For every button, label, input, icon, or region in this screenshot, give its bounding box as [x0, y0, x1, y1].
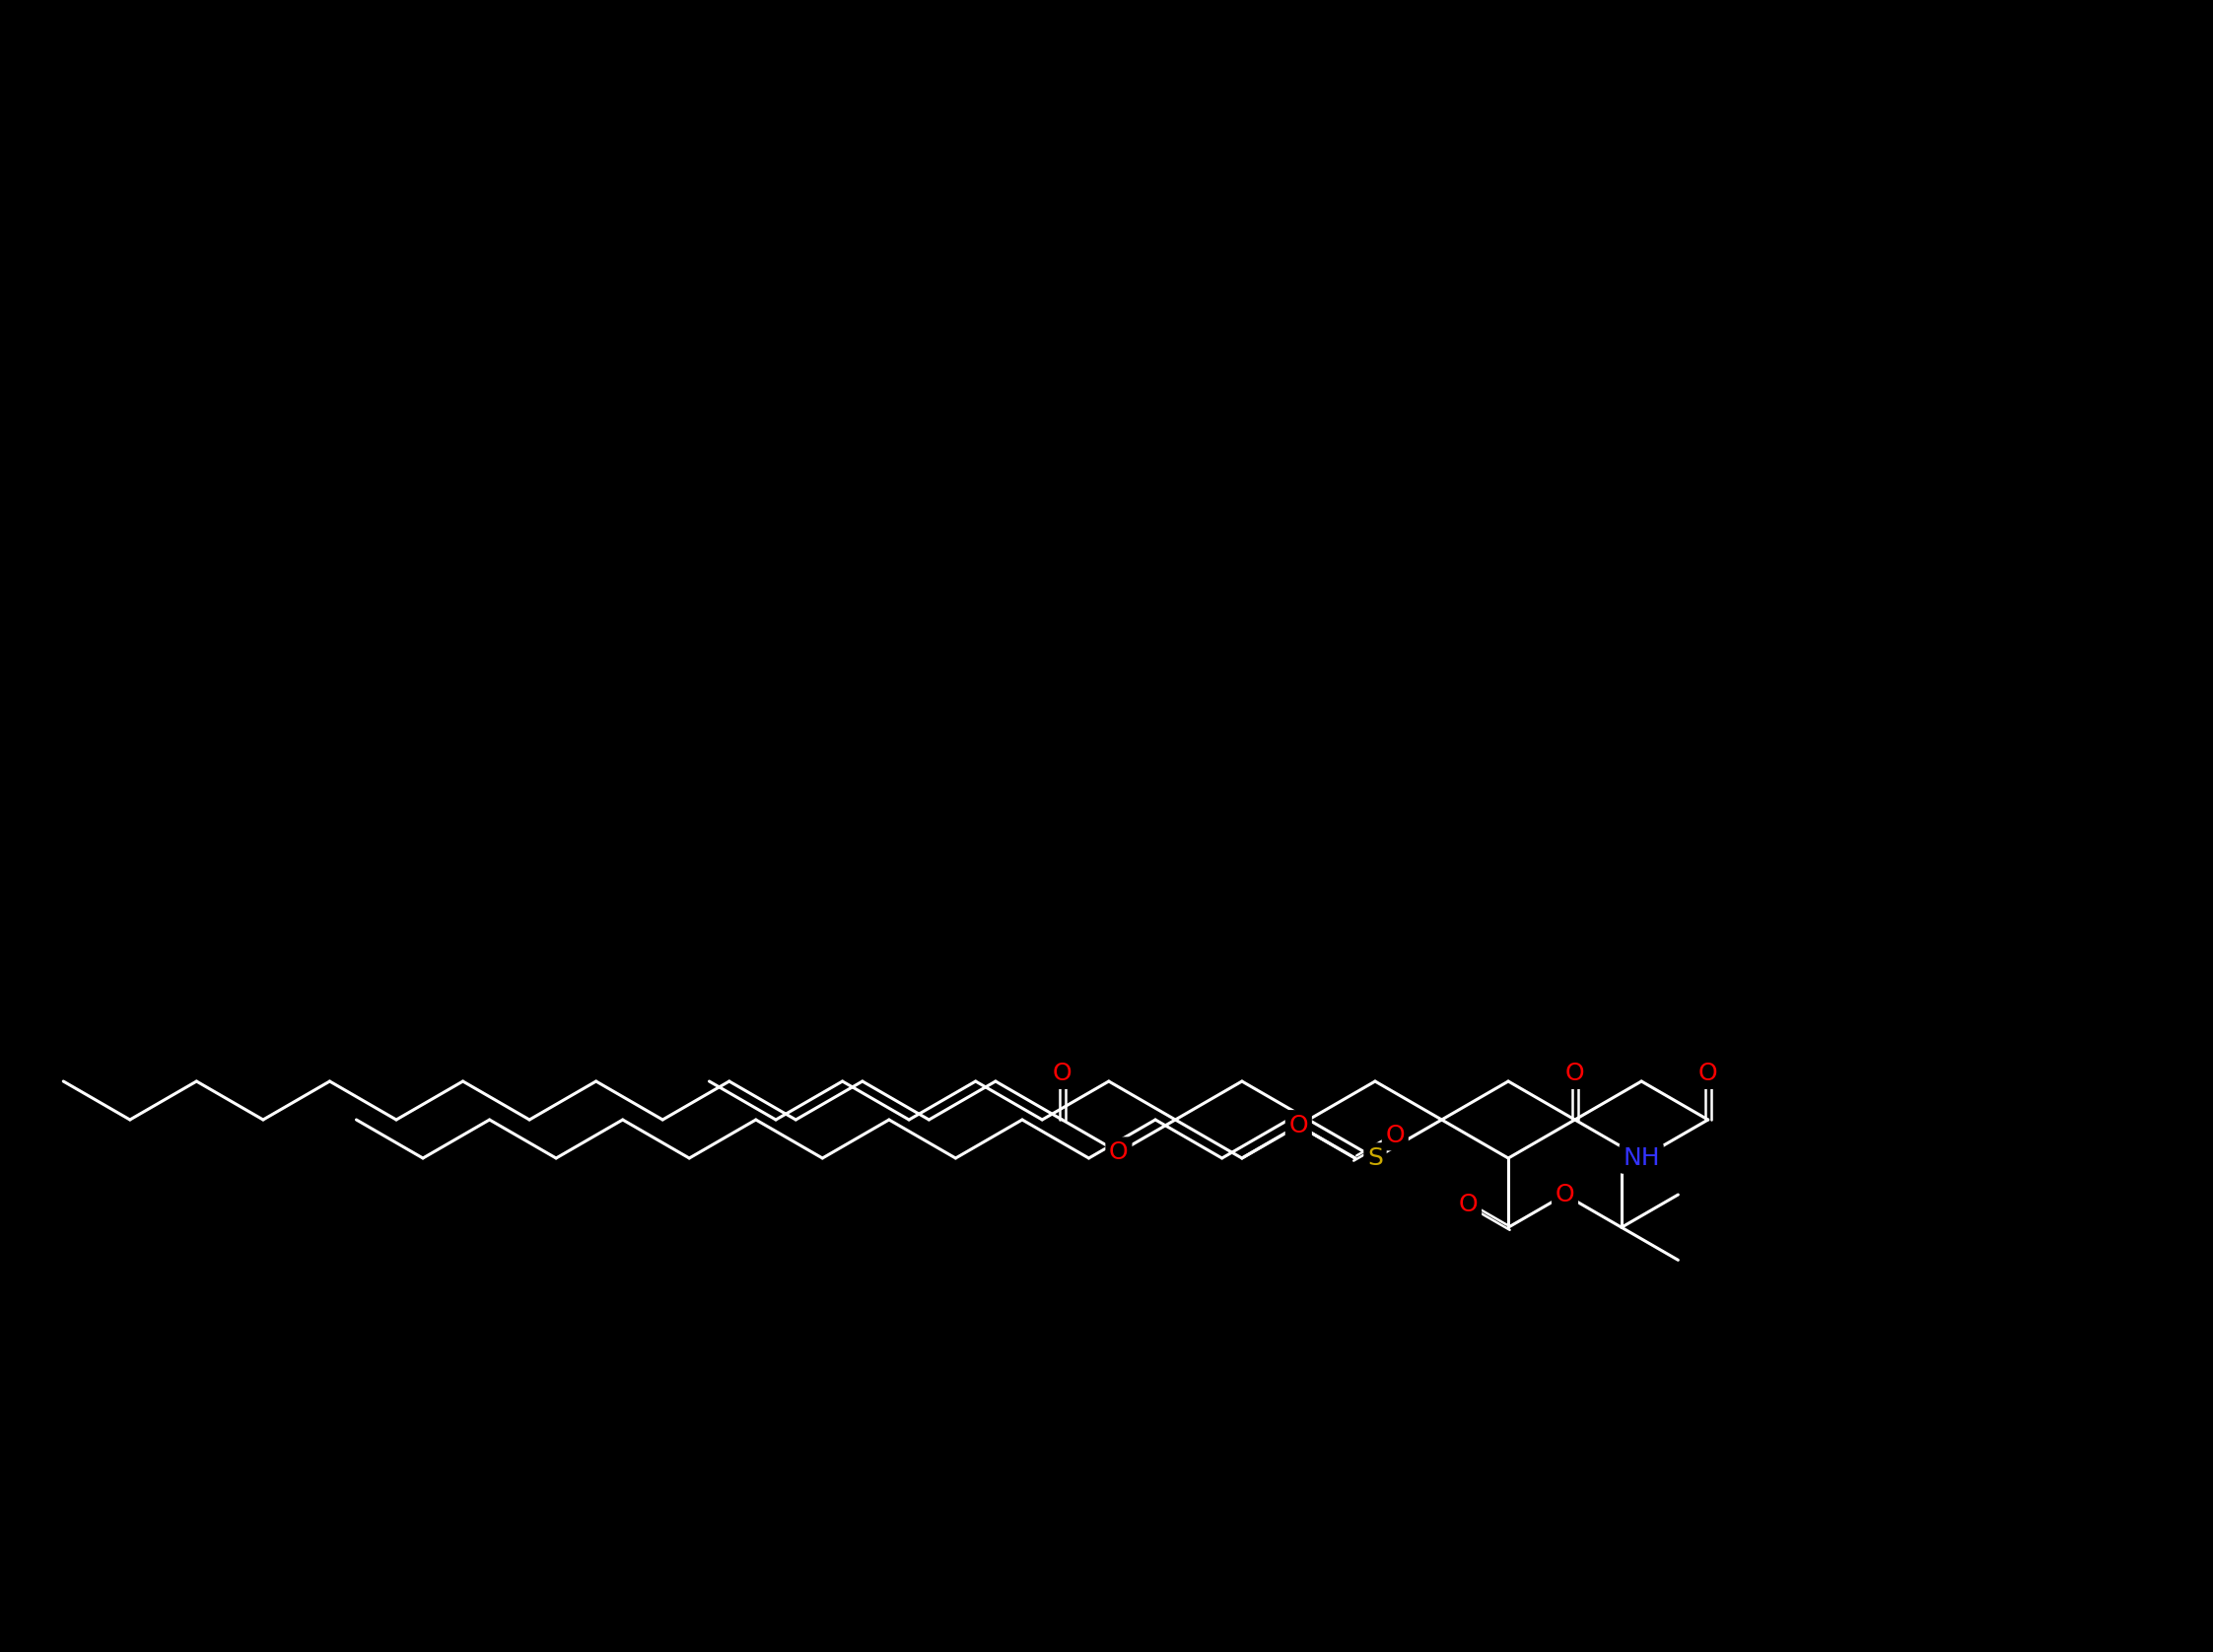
Text: O: O: [1288, 1113, 1308, 1137]
Text: NH: NH: [1622, 1146, 1660, 1170]
Text: O: O: [1458, 1193, 1478, 1216]
Text: O: O: [1385, 1123, 1405, 1146]
Text: O: O: [1556, 1183, 1576, 1206]
Text: O: O: [1565, 1062, 1585, 1085]
Text: S: S: [1368, 1146, 1383, 1170]
Text: O: O: [1697, 1062, 1717, 1085]
Text: O: O: [1053, 1062, 1071, 1085]
Text: O: O: [1109, 1140, 1129, 1165]
